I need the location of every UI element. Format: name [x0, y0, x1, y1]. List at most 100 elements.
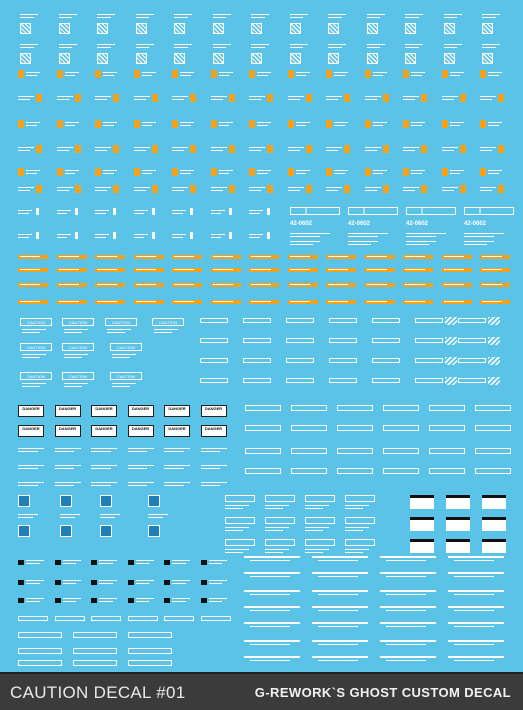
- tab-text: [411, 125, 422, 126]
- orange-strip-text: [443, 269, 464, 270]
- orange-strip: [441, 255, 472, 259]
- tab-text: [372, 125, 383, 126]
- tab-text: [364, 150, 377, 151]
- outlined-label: [475, 405, 511, 411]
- long-strip: [244, 590, 300, 592]
- orange-tab: [326, 168, 332, 176]
- danger-mini: [18, 580, 24, 585]
- caution-text-row: [164, 451, 184, 452]
- orange-strip-text: [366, 269, 387, 270]
- tab-text: [449, 170, 464, 171]
- caution-outline: [18, 660, 62, 666]
- danger-mini-text: [172, 563, 186, 564]
- orange-strip-text: [212, 284, 233, 285]
- danger-box: DANGER: [18, 425, 44, 437]
- tab-text: [441, 99, 454, 100]
- caution-text-row: [200, 448, 227, 449]
- marker-text: [95, 213, 106, 214]
- long-strip: [312, 622, 368, 624]
- serial-bar: [464, 207, 514, 215]
- long-strip-text: [454, 560, 494, 561]
- hatch-decal: [97, 53, 108, 64]
- long-strip-text: [386, 576, 426, 577]
- marker-text: [56, 213, 67, 214]
- marker-text: [133, 210, 148, 211]
- danger-mini: [54, 580, 61, 585]
- danger-mini-text: [135, 580, 154, 581]
- tab-text: [95, 147, 111, 148]
- caution-text-row: [91, 468, 111, 469]
- caution-outline: [18, 648, 62, 654]
- caution-text-row: [18, 451, 38, 452]
- orange-strip: [287, 283, 318, 287]
- orange-strip: [95, 268, 125, 272]
- tab-text: [56, 150, 69, 151]
- long-strip-text: [250, 594, 290, 595]
- orange-strip-text: [97, 284, 117, 285]
- orange-strip-text: [328, 284, 348, 285]
- tab-text: [295, 75, 306, 76]
- tab-text: [287, 150, 300, 151]
- placard-text: [58, 14, 77, 15]
- tab-text: [141, 75, 152, 76]
- serial-text: [406, 241, 436, 242]
- tab-text: [411, 75, 422, 76]
- placard-text: [366, 14, 385, 15]
- marker-text: [95, 237, 106, 238]
- orange-strip: [441, 268, 472, 272]
- placard-text: [366, 44, 385, 45]
- orange-strip-text: [174, 256, 194, 257]
- placard-text: [328, 47, 342, 48]
- orange-strip: [95, 255, 125, 259]
- white-tab: [151, 208, 155, 215]
- hatch-decal: [20, 23, 31, 34]
- assigned-text: [265, 505, 289, 506]
- caution-text-row: [91, 451, 111, 452]
- tab-text: [103, 170, 117, 171]
- marker-text: [18, 237, 29, 238]
- outlined-label: [245, 448, 281, 454]
- warning-tag: [410, 539, 434, 553]
- long-strip: [380, 640, 436, 642]
- orange-strip-text: [289, 269, 310, 270]
- tab-text: [64, 170, 79, 171]
- serial-number: 42-0602: [464, 221, 487, 227]
- caution-box: CAUTION: [152, 318, 184, 326]
- outlined-label: [337, 468, 373, 474]
- tab-text: [295, 122, 310, 123]
- caution-subtext: [64, 354, 88, 355]
- orange-strip: [56, 300, 87, 304]
- hatch-decal: [405, 23, 416, 34]
- tab-text: [26, 72, 40, 73]
- caution-subtext: [22, 332, 40, 333]
- long-strip-text: [454, 626, 494, 627]
- marker-text: [133, 234, 148, 235]
- stripe-decal: [445, 357, 457, 365]
- hatch-decal: [289, 53, 301, 64]
- orange-tab: [56, 168, 63, 176]
- hatch-decal: [174, 23, 185, 34]
- tab-text: [133, 187, 150, 188]
- long-strip-text: [454, 610, 494, 611]
- placard-text: [174, 44, 192, 45]
- stripe-decal: [445, 377, 457, 385]
- long-strip-text: [250, 560, 290, 561]
- assigned-text: [225, 508, 243, 509]
- strip-decal: [372, 358, 400, 363]
- serial-text: [290, 244, 313, 245]
- orange-strip-text: [328, 269, 348, 270]
- placard-text: [328, 44, 346, 45]
- tab-text: [56, 187, 73, 188]
- danger-mini-text: [208, 601, 222, 602]
- danger-mini-text: [135, 563, 149, 564]
- assigned-plate: [305, 539, 335, 546]
- orange-strip: [480, 255, 510, 259]
- orange-tab: [133, 70, 140, 78]
- long-strip-text: [386, 660, 426, 661]
- orange-tab: [344, 185, 350, 193]
- tab-text: [141, 173, 152, 174]
- tab-text: [403, 190, 415, 191]
- orange-strip: [364, 255, 395, 259]
- hatch-decal: [366, 53, 378, 64]
- long-strip: [448, 640, 504, 642]
